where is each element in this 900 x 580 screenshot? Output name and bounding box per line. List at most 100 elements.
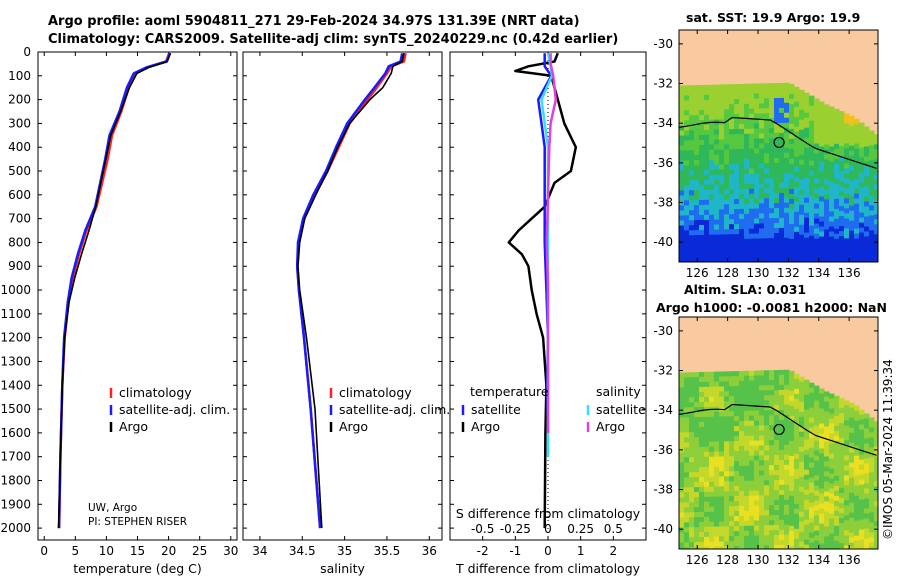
sst-map-cell (764, 223, 770, 229)
sla-map-cell (834, 440, 840, 447)
sst-map-cell (709, 229, 715, 236)
sst-map-cell (794, 96, 800, 103)
sla-map-cell (709, 431, 715, 438)
sla-map-cell (824, 406, 830, 412)
sst-map-cell (814, 103, 820, 110)
sla-map-cell (739, 485, 745, 492)
sst-map-cell (759, 88, 765, 94)
sst-map-cell (769, 93, 775, 99)
sst-map-cell (769, 103, 775, 109)
sst-map-cell (799, 194, 805, 201)
sla-map-cell (724, 546, 730, 549)
sst-map-cell (729, 124, 735, 130)
sst-map-cell (689, 230, 695, 236)
sst-map-cell (719, 134, 725, 140)
sst-map-cell (739, 173, 745, 180)
sla-map-cell (789, 430, 795, 437)
sla-map-cell (794, 433, 800, 440)
sla-map-cell (764, 525, 770, 531)
sla-map-cell (729, 401, 735, 407)
sla-map-cell (724, 461, 730, 467)
sla-map-cell (744, 425, 750, 432)
sst-map-cell (744, 93, 750, 100)
sla-map-cell (734, 476, 740, 482)
sla-map-cell (679, 377, 685, 384)
sst-map-cell (864, 231, 870, 237)
sst-map-cell (824, 259, 830, 262)
sla-map-cell (849, 507, 855, 514)
sst-map-cell (684, 190, 690, 196)
sla-map-cell (824, 426, 830, 432)
sla-map-cell (714, 411, 720, 418)
sst-map-cell (749, 188, 755, 195)
sla-map-cell (739, 445, 745, 452)
sla-map-cell (749, 375, 755, 382)
sla-map-cell (704, 371, 710, 378)
sst-map-cell (714, 259, 720, 262)
sst-map-cell (834, 248, 840, 255)
sst-map-cell (854, 168, 860, 175)
sst-map-cell (679, 90, 685, 97)
sla-map-cell (724, 501, 730, 507)
sst-map-cell (734, 129, 740, 135)
temp-legend-label: climatology (119, 385, 192, 400)
sst-map-cell (859, 147, 865, 154)
sla-map-cell (714, 431, 720, 438)
sla-map-cell (864, 543, 870, 549)
sst-map-cell (749, 243, 755, 250)
sst-map-cell (849, 215, 855, 222)
sst-map-cell (719, 254, 725, 260)
sst-map-cell (689, 220, 695, 226)
sla-map-cell (729, 541, 735, 547)
sla-map-cell (839, 488, 845, 494)
sla-map-cell (834, 500, 840, 507)
sla-map-cell (784, 429, 790, 436)
sla-map-cell (809, 422, 815, 429)
sst-map-cell (824, 104, 830, 110)
sst-map-cell (839, 181, 845, 187)
sst-map-cell (804, 102, 810, 109)
sla-map-cell (814, 440, 820, 447)
sla-map-cell (779, 499, 785, 506)
sla-map-cell (714, 381, 720, 388)
sst-map-cell (874, 234, 878, 240)
sst-map-cell (729, 109, 735, 115)
sla-map-cell (719, 411, 725, 417)
sst-map-cell (804, 172, 810, 179)
sla-map-cell (769, 420, 775, 426)
sst-map-cell (774, 233, 780, 239)
sst-map-frame (678, 29, 879, 263)
sla-map-cell (694, 447, 700, 453)
sst-map-cell (704, 174, 710, 181)
sla-map-cell (679, 497, 685, 504)
sst-map-cell (754, 203, 760, 210)
sst-map-cell (784, 232, 790, 239)
sla-map-cell (829, 528, 835, 535)
sst-map-cell (709, 164, 715, 171)
sst-map-cell (754, 128, 760, 135)
sla-map-cell (864, 523, 870, 529)
sst-map-cell (789, 98, 795, 105)
sla-map-cell (834, 470, 840, 477)
sst-map-cell (864, 131, 870, 137)
sst-map-cell (684, 155, 690, 161)
sla-map-cell (774, 420, 780, 426)
sla-map-cell (689, 392, 695, 398)
sst-map-cell (794, 166, 800, 173)
sla-map-cell (764, 435, 770, 441)
sla-map-cell (859, 509, 865, 516)
sla-map-cell (739, 500, 745, 507)
sla-map-cell (869, 527, 875, 533)
sla-map-cell (809, 472, 815, 479)
sst-map-cell (854, 123, 860, 130)
sst-map-cell (834, 163, 840, 170)
sla-map-cell (699, 471, 705, 478)
sla-map-cell (814, 530, 820, 537)
sla-map-cell (679, 397, 685, 404)
sst-map-cell (849, 125, 855, 132)
sla-map-cell (704, 491, 710, 498)
sla-map-cell (684, 442, 690, 448)
sst-map-cell (809, 170, 815, 177)
sst-map-cell (779, 142, 785, 149)
sla-map-cell (829, 418, 835, 425)
